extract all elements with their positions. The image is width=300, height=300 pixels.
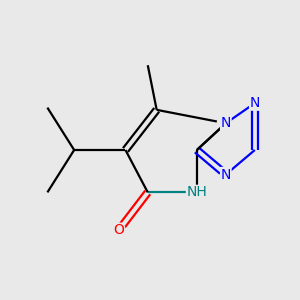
Text: N: N bbox=[221, 116, 231, 130]
Text: O: O bbox=[113, 223, 124, 237]
Text: N: N bbox=[250, 96, 260, 110]
Text: NH: NH bbox=[187, 185, 207, 200]
Text: N: N bbox=[221, 167, 231, 182]
